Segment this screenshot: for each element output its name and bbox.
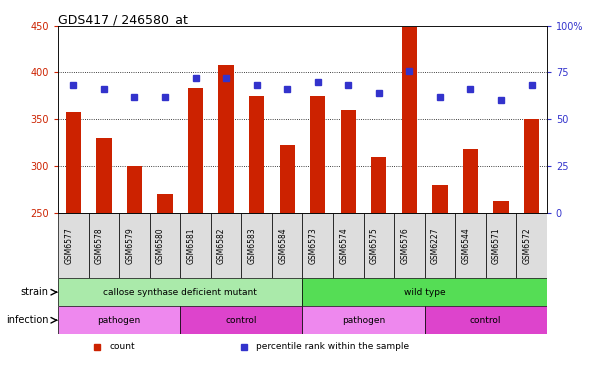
Bar [272,213,302,278]
Text: callose synthase deficient mutant: callose synthase deficient mutant [103,288,257,297]
Text: GSM6576: GSM6576 [400,227,409,264]
Bar [494,201,508,213]
Text: GSM6581: GSM6581 [186,227,196,264]
Text: GSM6580: GSM6580 [156,227,165,264]
Text: GSM6571: GSM6571 [492,227,501,264]
Bar [180,213,211,278]
Text: GSM6572: GSM6572 [522,227,532,264]
Bar [97,138,112,213]
Bar [364,213,394,278]
Text: control: control [470,316,502,325]
Bar [425,306,547,334]
Text: infection: infection [6,315,49,325]
Bar [219,65,234,213]
Bar [249,96,264,213]
Bar [280,145,295,213]
Text: GSM6573: GSM6573 [309,227,318,264]
Bar [402,27,417,213]
Text: GDS417 / 246580_at: GDS417 / 246580_at [58,12,188,26]
Text: GSM6227: GSM6227 [431,227,440,264]
Bar [58,306,180,334]
Bar [241,213,272,278]
Text: GSM6544: GSM6544 [461,227,470,264]
Bar [302,306,425,334]
Text: GSM6584: GSM6584 [278,227,287,264]
Bar [89,213,119,278]
Text: percentile rank within the sample: percentile rank within the sample [256,343,409,351]
Text: GSM6574: GSM6574 [339,227,348,264]
Text: GSM6579: GSM6579 [125,227,134,264]
Bar [394,213,425,278]
Bar [119,213,150,278]
Bar [433,184,447,213]
Text: strain: strain [21,287,49,297]
Text: pathogen: pathogen [98,316,141,325]
Bar [310,96,326,213]
Bar [524,119,540,213]
Bar [58,213,89,278]
Bar [425,213,455,278]
Text: pathogen: pathogen [342,316,385,325]
Bar [455,213,486,278]
Bar [463,149,478,213]
Bar [211,213,241,278]
Bar [188,88,203,213]
Text: GSM6577: GSM6577 [64,227,73,264]
Text: control: control [225,316,257,325]
Bar [158,194,173,213]
Text: count: count [109,343,135,351]
Text: wild type: wild type [404,288,445,297]
Bar [127,166,142,213]
Bar [302,278,547,306]
Bar [486,213,516,278]
Bar [58,278,302,306]
Text: GSM6575: GSM6575 [370,227,379,264]
Bar [66,112,81,213]
Bar [180,306,302,334]
Bar [341,110,356,213]
Text: GSM6583: GSM6583 [247,227,257,264]
Bar [333,213,364,278]
Text: GSM6578: GSM6578 [95,227,104,264]
Bar [150,213,180,278]
Bar [302,213,333,278]
Bar [371,157,386,213]
Bar [516,213,547,278]
Text: GSM6582: GSM6582 [217,227,226,264]
